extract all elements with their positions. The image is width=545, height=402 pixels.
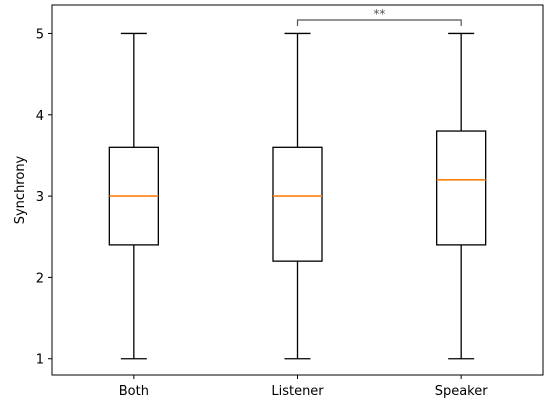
x-tick-label: Speaker: [435, 384, 489, 399]
box-listener: [272, 146, 323, 262]
box-speaker: [436, 130, 487, 246]
significance-bracket: [296, 19, 462, 26]
x-tick-label: Both: [119, 384, 149, 399]
y-tick-label: 4: [36, 109, 44, 124]
significance-label: **: [373, 7, 385, 21]
y-tick-label: 5: [36, 27, 44, 42]
y-axis-label: Synchrony: [13, 155, 28, 224]
x-tick-label: Listener: [271, 384, 324, 399]
y-tick-label: 2: [36, 271, 44, 286]
y-tick-label: 1: [36, 353, 44, 368]
y-tick-label: 3: [36, 190, 44, 205]
plot-area: 1 2 3 4 5 Both Listener Speaker **: [36, 4, 544, 399]
